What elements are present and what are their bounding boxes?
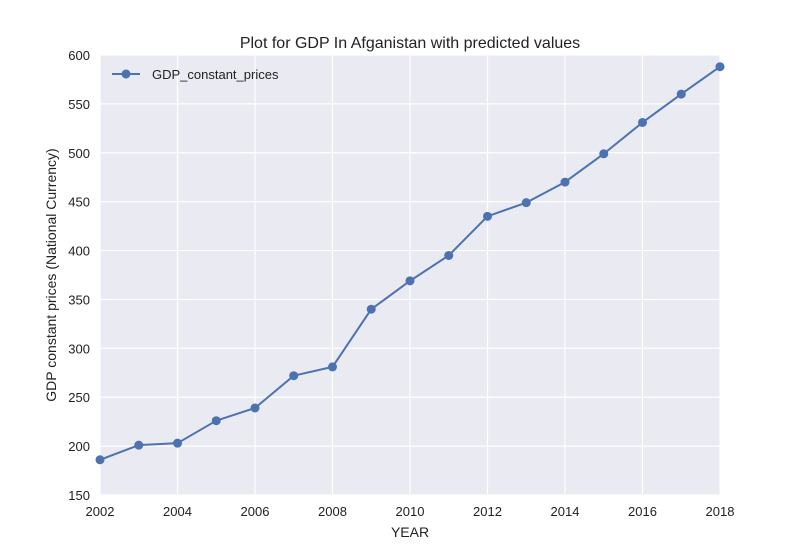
data-point: [638, 117, 647, 127]
x-tick-label: 2002: [86, 504, 115, 519]
data-point: [328, 362, 337, 372]
x-tick-label: 2008: [318, 504, 347, 519]
y-tick-label: 400: [68, 244, 90, 259]
data-point: [676, 89, 686, 99]
y-tick-label: 500: [68, 146, 90, 161]
series-layer: [95, 62, 725, 465]
tick-labels: 2002 2004 2006 2008 2010 2012 2014 2016 2018 150 2…: [68, 48, 734, 519]
data-point: [289, 371, 299, 381]
x-tick-label: 2014: [551, 504, 580, 519]
data-point: [134, 440, 144, 450]
y-tick-label: 300: [68, 341, 90, 356]
x-axis-title: YEAR: [391, 524, 429, 540]
x-tick-label: 2012: [473, 504, 502, 519]
data-point: [405, 276, 415, 286]
y-tick-label: 150: [68, 488, 90, 503]
x-tick-label: 2016: [628, 504, 657, 519]
data-point: [483, 211, 492, 221]
data-point: [715, 62, 725, 72]
data-point: [250, 403, 260, 413]
y-tick-label: 250: [68, 390, 90, 405]
x-tick-label: 2006: [241, 504, 270, 519]
chart-title: Plot for GDP In Afganistan with predicte…: [240, 35, 580, 52]
data-point: [599, 149, 609, 159]
data-point: [444, 250, 454, 260]
x-tick-label: 2004: [163, 504, 192, 519]
y-tick-label: 350: [68, 292, 90, 307]
data-point: [521, 198, 531, 208]
data-point: [211, 416, 221, 426]
legend-label: GDP_constant_prices: [152, 67, 279, 82]
legend: GDP_constant_prices: [112, 67, 279, 82]
data-point: [173, 438, 182, 448]
y-tick-label: 200: [68, 439, 90, 454]
y-tick-label: 450: [68, 195, 90, 210]
legend-marker: [121, 69, 131, 79]
y-axis-title: GDP constant prices (National Currency): [43, 148, 59, 401]
y-tick-label: 550: [68, 97, 90, 112]
x-tick-label: 2010: [396, 504, 425, 519]
y-tick-label: 600: [68, 48, 90, 63]
data-point: [95, 455, 105, 465]
x-tick-label: 2018: [706, 504, 735, 519]
data-point: [560, 177, 570, 187]
data-point: [366, 304, 376, 314]
grid-lines: [99, 54, 721, 496]
